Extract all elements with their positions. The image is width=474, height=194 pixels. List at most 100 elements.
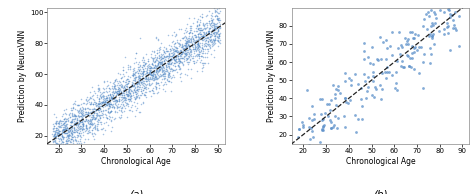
Point [304,88,311,91]
Point [152,85,159,88]
Point [125,93,132,96]
Point [106,103,114,106]
Point [121,107,129,110]
Point [68,128,75,131]
Point [118,110,126,113]
Point [73,108,81,111]
Point [129,94,137,97]
Point [119,102,127,106]
Point [194,32,202,36]
Point [188,56,196,59]
Point [136,96,143,100]
Point [184,56,191,59]
Point [211,34,219,37]
Point [54,131,61,134]
Point [208,12,216,15]
Point [62,139,70,142]
Point [122,81,130,84]
Point [141,86,148,89]
Point [72,121,80,124]
Point [155,61,163,64]
Point [66,120,73,124]
Point [105,95,112,99]
Point [125,91,133,94]
Point [333,104,340,107]
Point [116,88,124,91]
Point [84,110,91,113]
Point [117,95,125,99]
Point [77,119,85,122]
Point [198,54,206,57]
Point [70,134,78,138]
Point [117,108,125,111]
Point [187,27,194,30]
Point [64,127,72,130]
Point [78,114,85,117]
Point [66,139,73,142]
Point [158,77,165,80]
Point [70,102,77,105]
Point [72,128,80,131]
Point [146,76,154,79]
Point [148,73,155,76]
Point [53,148,60,151]
Point [61,124,69,127]
Point [193,48,201,51]
Point [65,112,73,115]
Point [107,93,114,96]
Point [52,126,60,130]
Point [105,103,113,107]
Point [85,115,92,118]
Point [143,84,150,87]
Point [111,102,118,106]
Point [164,58,172,61]
Point [192,48,200,52]
Point [140,63,148,66]
Point [77,98,85,101]
Point [135,88,143,91]
Point [165,73,173,76]
Point [55,131,62,134]
Point [163,50,171,53]
Point [75,141,83,144]
Point [203,55,211,58]
Point [201,32,208,36]
Point [61,130,68,133]
Point [170,62,178,65]
Point [87,111,95,114]
Point [70,128,77,131]
Point [410,47,418,50]
Point [144,74,152,77]
Point [96,102,103,105]
Point [199,35,207,38]
Point [68,124,75,127]
Point [119,100,127,103]
Point [133,92,140,95]
Point [210,28,218,31]
Point [102,102,109,105]
Point [159,68,167,72]
Point [90,126,97,129]
Point [139,72,147,75]
Point [116,87,123,90]
Point [315,151,322,154]
Point [403,39,410,42]
Point [211,28,219,31]
Point [193,39,201,42]
Point [84,99,92,102]
Point [94,89,101,92]
Point [75,122,83,125]
Point [53,120,61,123]
Point [212,32,219,36]
Point [117,90,125,93]
Point [192,26,200,29]
Point [184,37,192,40]
Point [118,106,126,109]
Point [212,30,220,33]
Point [152,64,159,67]
Point [119,68,127,71]
Point [162,64,170,67]
Point [182,46,190,49]
Point [195,45,202,48]
Point [342,96,349,100]
